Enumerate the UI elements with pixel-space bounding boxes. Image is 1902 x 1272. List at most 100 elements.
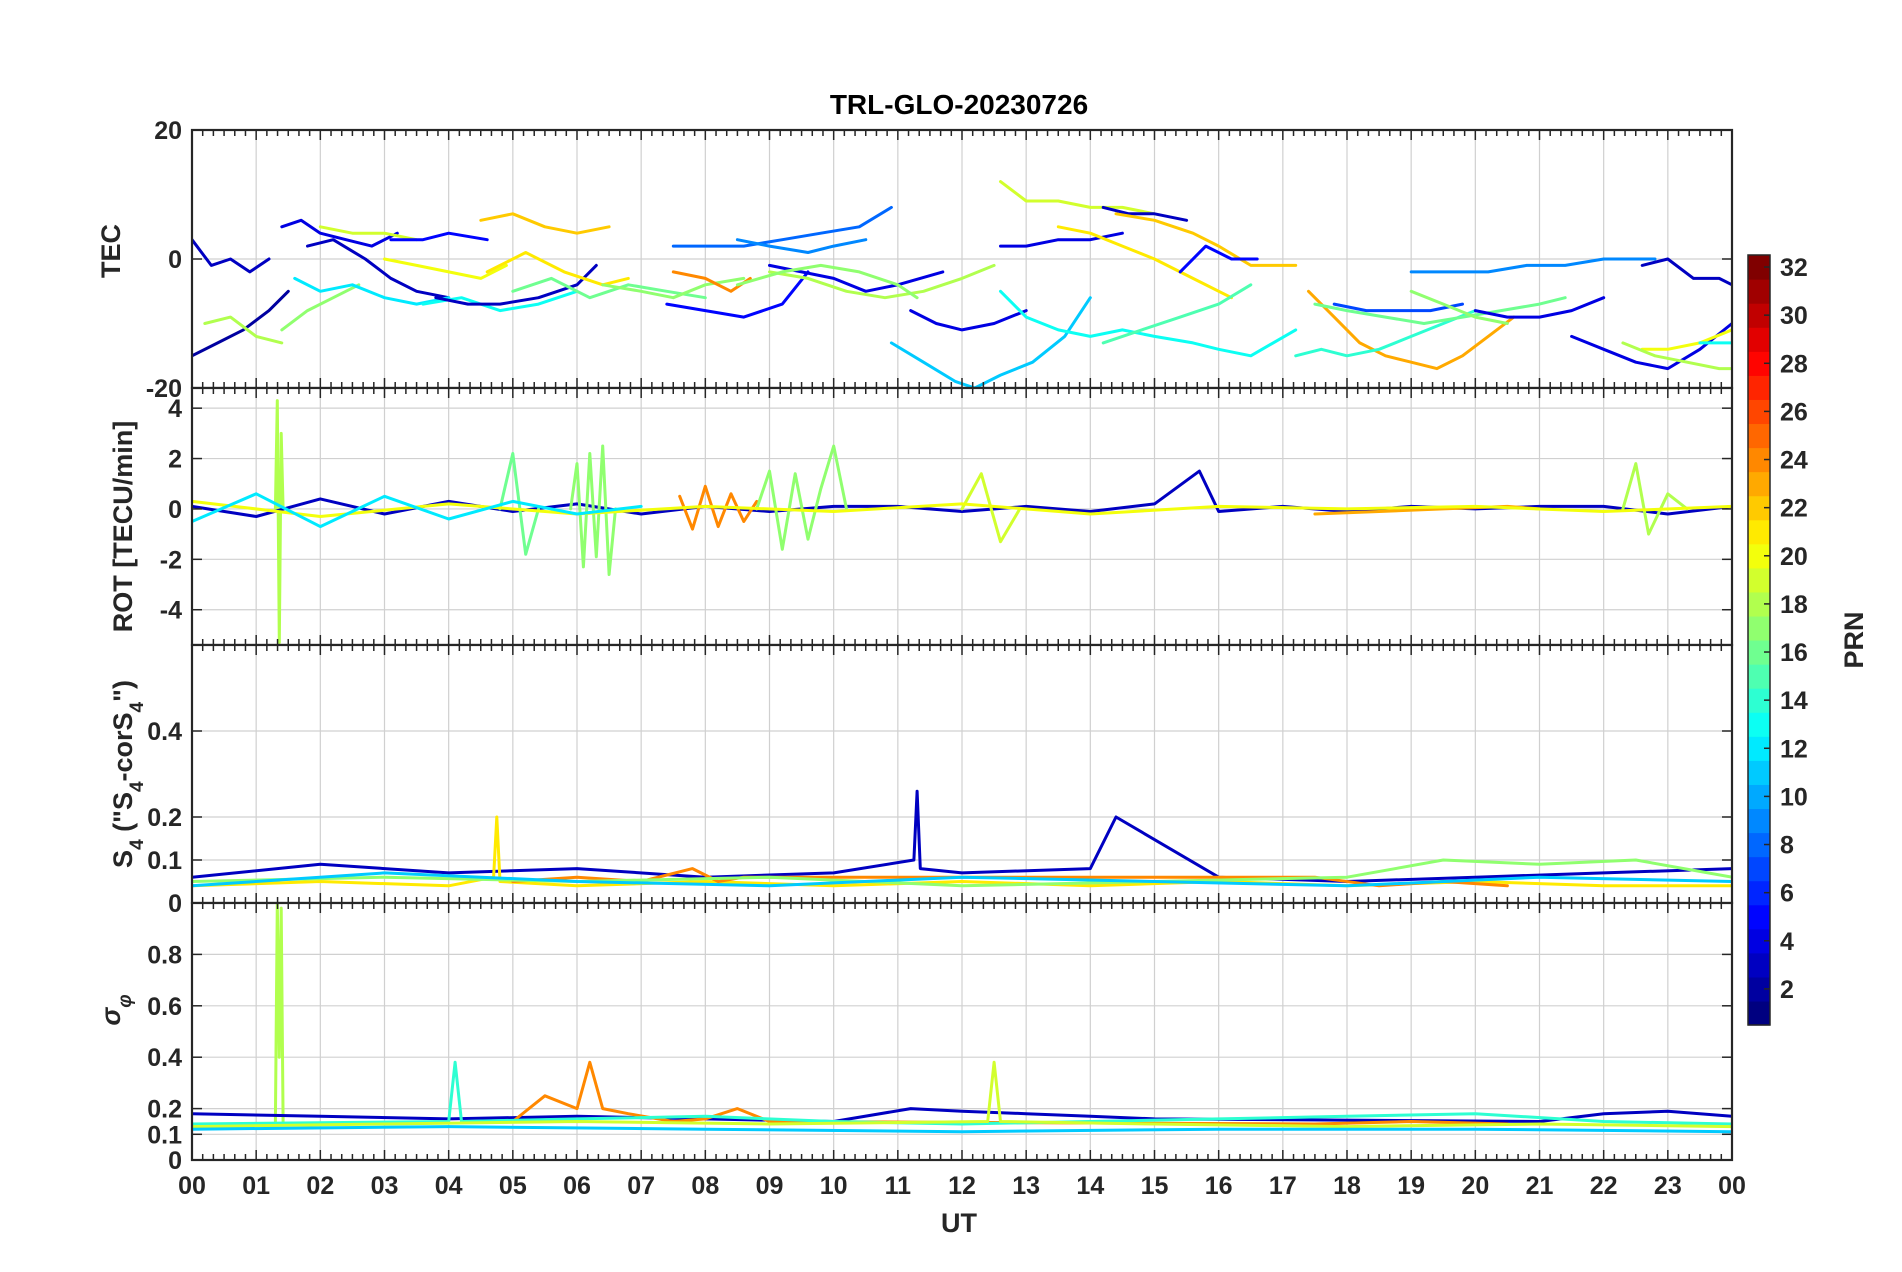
x-tick-label: 06 (563, 1172, 591, 1200)
y-tick-label: 0.1 (147, 1121, 182, 1149)
colorbar-segment (1748, 952, 1770, 978)
x-tick-label: 19 (1397, 1172, 1425, 1200)
series-group (192, 399, 1732, 644)
colorbar-segment (1748, 327, 1770, 352)
x-tick-label: 14 (1076, 1172, 1104, 1200)
x-tick-label: 17 (1269, 1172, 1297, 1200)
x-tick-label: 00 (178, 1172, 206, 1200)
series-line (479, 212, 611, 235)
colorbar-segment (1748, 904, 1770, 930)
series-line (1621, 341, 1732, 371)
x-tick-label: 10 (820, 1172, 848, 1200)
series-line (1114, 212, 1298, 267)
series-line (280, 283, 361, 332)
series-line (192, 289, 290, 358)
series-line (735, 238, 868, 254)
colorbar-segment (1748, 399, 1770, 425)
series-line (192, 871, 1732, 888)
x-tick-label: 13 (1012, 1172, 1040, 1200)
colorbar-segment (1748, 688, 1770, 713)
series-line (1640, 257, 1732, 287)
series-line (383, 257, 508, 280)
series-line (1294, 309, 1477, 358)
colorbar-segment (1748, 591, 1770, 617)
x-tick-label: 05 (499, 1172, 527, 1200)
colorbar-tick-label: 16 (1780, 639, 1808, 667)
colorbar-tick-label: 20 (1780, 543, 1808, 571)
x-tick-label: 16 (1205, 1172, 1233, 1200)
colorbar-segment (1748, 928, 1770, 954)
series-line (1570, 322, 1732, 371)
x-tick-label: 15 (1141, 1172, 1169, 1200)
colorbar-segment (1748, 712, 1770, 737)
series-line (511, 276, 707, 300)
colorbar-segment (1748, 832, 1770, 858)
series-line (999, 289, 1298, 358)
series-line (1101, 205, 1189, 222)
series-line (192, 789, 1732, 883)
colorbar-tick-label: 30 (1780, 302, 1808, 330)
colorbar-tick-label: 28 (1780, 350, 1808, 378)
x-tick-label: 12 (948, 1172, 976, 1200)
series-line (192, 1125, 1732, 1134)
y-tick-label: 0 (168, 246, 182, 274)
chart-title: TRL-GLO-20230726 (830, 89, 1088, 120)
colorbar-segment (1748, 471, 1770, 497)
colorbar-segment (1748, 543, 1770, 569)
colorbar-segment (1748, 808, 1770, 834)
colorbar-segment (1748, 880, 1770, 906)
x-tick-label: 21 (1526, 1172, 1554, 1200)
y-tick-label: 0.1 (147, 847, 182, 875)
colorbar-tick-label: 14 (1780, 687, 1808, 715)
colorbar-tick-label: 4 (1780, 928, 1794, 956)
y-tick-label: 0.6 (147, 993, 182, 1021)
x-tick-label: 09 (756, 1172, 784, 1200)
series-line (434, 263, 598, 306)
series-line (273, 903, 285, 1123)
series-line (1640, 328, 1732, 351)
colorbar-segment (1748, 303, 1770, 328)
y-tick-label: 2 (168, 446, 182, 474)
series-line (280, 218, 399, 248)
series-line (735, 263, 919, 300)
colorbar-segment (1748, 351, 1770, 376)
series-line (192, 238, 271, 274)
series-line (889, 296, 1092, 388)
x-tick-label: 08 (691, 1172, 719, 1200)
y-tick-label: 0.4 (147, 718, 182, 746)
series-line (306, 238, 451, 300)
series-line (665, 270, 810, 319)
series-line (318, 225, 419, 242)
series-line (1056, 225, 1233, 300)
series-group (192, 180, 1732, 388)
series-line (755, 444, 848, 551)
series-line (1473, 296, 1606, 319)
colorbar-segment (1748, 495, 1770, 521)
colorbar-tick-label: 2 (1780, 976, 1794, 1004)
series-line (1313, 296, 1567, 325)
series-line (273, 399, 285, 644)
colorbar-segment (1748, 760, 1770, 785)
x-tick-label: 03 (371, 1172, 399, 1200)
x-axis-label: UT (941, 1208, 977, 1238)
colorbar-segment (1748, 423, 1770, 449)
y-tick-label: 0.2 (147, 1096, 182, 1124)
x-tick-label: 02 (306, 1172, 334, 1200)
y-tick-label: -2 (160, 546, 182, 574)
panel-tec: 20 0 -20 TEC (96, 117, 1734, 403)
colorbar-tick-label: 24 (1780, 447, 1808, 475)
series-line (1307, 289, 1516, 371)
x-tick-label: 11 (885, 1172, 912, 1200)
series-line (569, 444, 617, 576)
y-axis-label: TEC (96, 224, 126, 278)
y-tick-label: 0 (168, 496, 182, 524)
series-line (960, 472, 1022, 544)
colorbar-tick-label: 10 (1780, 783, 1808, 811)
series-line (768, 263, 996, 300)
series-line (192, 492, 643, 529)
colorbar-segment (1748, 279, 1770, 304)
series-group (192, 903, 1732, 1134)
